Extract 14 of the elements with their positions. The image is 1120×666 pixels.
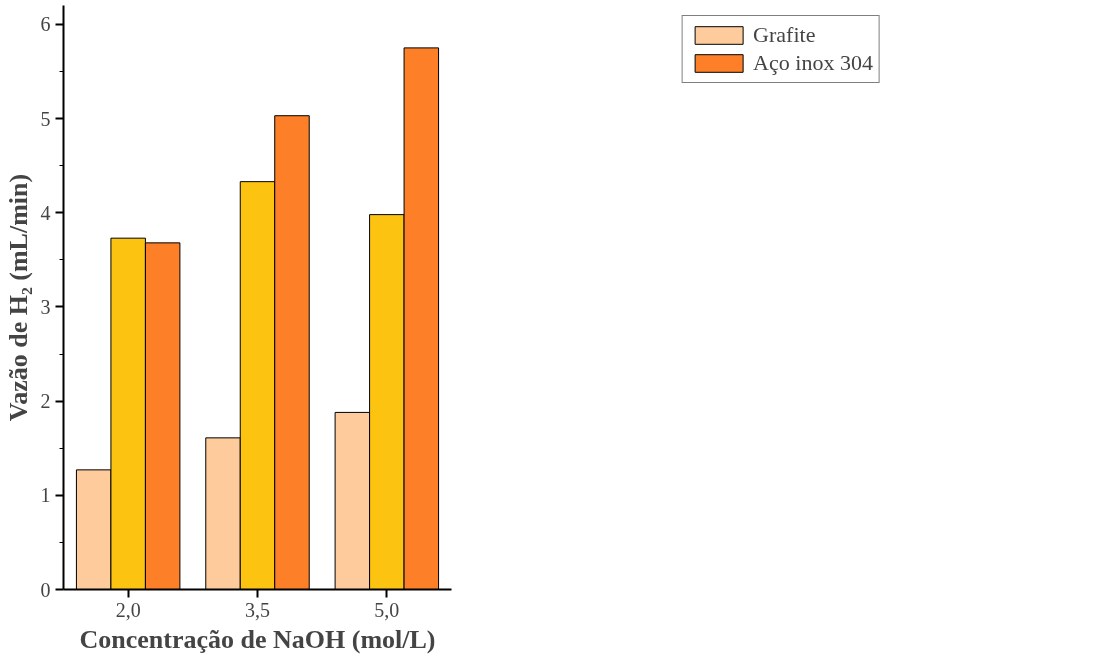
y-tick-label: 3 — [40, 295, 51, 318]
y-tick-label: 1 — [40, 484, 51, 507]
y-tick-label: 4 — [40, 201, 51, 224]
legend-label: Grafite — [753, 22, 816, 48]
x-tick-label: 2,0 — [115, 598, 141, 621]
y-tick-label: 5 — [40, 107, 51, 130]
y-tick-label: 6 — [40, 13, 51, 36]
x-axis-title: Concentração de NaOH (mol/L) — [79, 624, 436, 654]
x-tick-label: 5,0 — [374, 598, 400, 621]
y-tick-label: 2 — [40, 390, 51, 413]
x-tick-label: 3,5 — [245, 598, 270, 621]
y-axis-title: Vazão de H₂ (mL/min) — [3, 173, 33, 422]
legend-label: Aço inox 304 — [753, 50, 873, 76]
y-tick-label: 0 — [40, 578, 51, 601]
